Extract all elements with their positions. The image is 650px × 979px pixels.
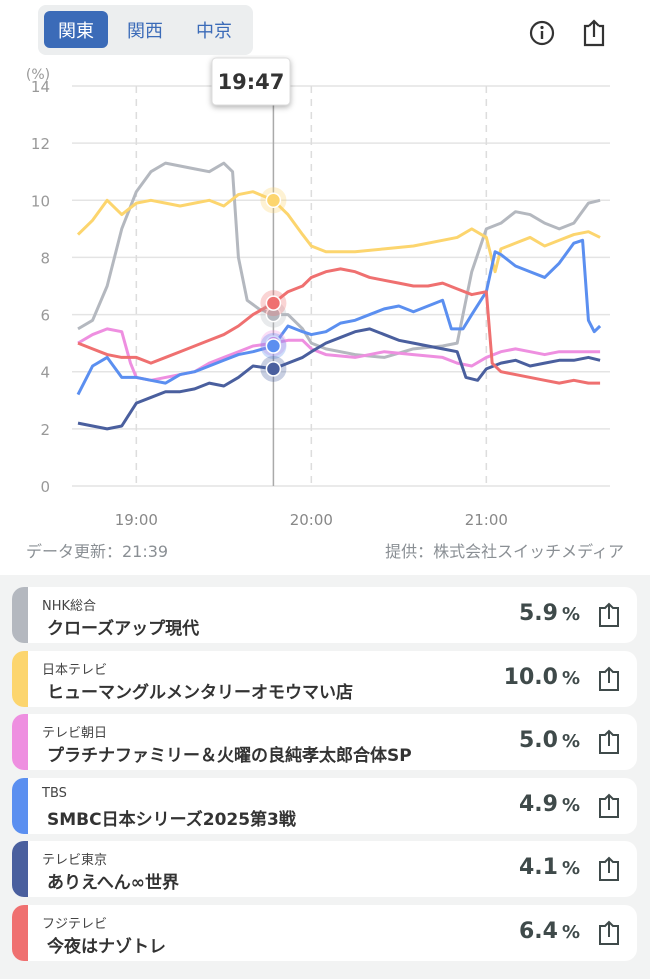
y-tick-label: 0 <box>40 478 50 496</box>
channel-name: 日本テレビ <box>42 662 108 678</box>
x-tick-label: 20:00 <box>290 511 333 529</box>
y-tick-label: 14 <box>31 78 50 96</box>
cursor-point <box>265 338 282 354</box>
rating-value: 5.0% <box>518 728 580 754</box>
channel-name: テレビ東京 <box>42 853 108 869</box>
program-title: クローズアップ現代 <box>47 619 200 639</box>
share-icon[interactable] <box>597 792 621 820</box>
tab-chukyo[interactable]: 中京 <box>196 20 232 42</box>
y-tick-label: 2 <box>40 421 50 439</box>
program-title: プラチナファミリー＆火曜の良純孝太郎合体SP <box>47 746 412 767</box>
rating-value: 10.0% <box>503 664 580 690</box>
series-line-5 <box>77 267 601 385</box>
channel-card[interactable]: テレビ東京 ありえへん∞世界 4.1% <box>12 841 637 898</box>
share-icon[interactable] <box>597 665 621 693</box>
series-line-0 <box>77 161 601 359</box>
rating-chart[interactable]: (%) 0 2 4 6 8 10 12 14 19:00 20:00 21:00 19:47 <box>0 55 650 535</box>
series-line-3 <box>76 238 602 396</box>
channel-color-bar <box>12 650 28 707</box>
program-title: ありえへん∞世界 <box>47 873 179 894</box>
share-icon[interactable] <box>597 919 621 947</box>
update-time: データ更新：21:39 <box>26 542 169 561</box>
cursor-point <box>265 361 282 377</box>
y-axis-unit: (%) <box>26 67 50 83</box>
channel-name: テレビ朝日 <box>42 726 108 742</box>
share-icon[interactable] <box>597 601 621 629</box>
program-title: SMBC日本シリーズ2025第3戦 <box>47 809 296 830</box>
series-line-4 <box>77 327 601 431</box>
series-line-1 <box>76 190 601 274</box>
y-tick-label: 10 <box>31 192 50 210</box>
y-tick-label: 4 <box>40 364 50 382</box>
rating-value: 5.9% <box>518 601 580 626</box>
channel-card[interactable]: テレビ朝日 プラチナファミリー＆火曜の良純孝太郎合体SP 5.0% <box>12 714 637 771</box>
cursor-point <box>265 192 282 209</box>
channel-card[interactable]: NHK総合 クローズアップ現代 5.9% <box>12 587 637 643</box>
x-tick-label: 19:00 <box>115 511 158 529</box>
channel-card[interactable]: 日本テレビ ヒューマングルメンタリーオモウマい店 10.0% <box>12 650 637 707</box>
rating-value: 6.4% <box>518 919 580 944</box>
channel-list: NHK総合 クローズアップ現代 5.9% 日本テレビ ヒューマングルメンタリーオ… <box>0 575 650 979</box>
tooltip-time: 19:47 <box>218 70 285 94</box>
channel-color-bar <box>12 587 28 643</box>
region-selector: 関東 関西 中京 <box>38 5 253 55</box>
channel-name: TBS <box>42 785 67 801</box>
channel-color-bar <box>12 777 28 834</box>
channel-card[interactable]: TBS SMBC日本シリーズ2025第3戦 4.9% <box>12 777 637 834</box>
x-tick-label: 21:00 <box>465 511 508 529</box>
channel-card[interactable]: フジテレビ 今夜はナゾトレ 6.4% <box>12 905 637 961</box>
y-tick-label: 12 <box>31 135 50 153</box>
channel-color-bar <box>12 714 28 771</box>
y-tick-label: 8 <box>40 249 50 267</box>
tab-kansai[interactable]: 関西 <box>127 20 163 42</box>
info-icon[interactable] <box>528 18 556 48</box>
rating-value: 4.9% <box>518 791 580 817</box>
channel-color-bar <box>12 905 28 961</box>
y-tick-label: 6 <box>40 307 50 325</box>
tooltip-box <box>211 57 291 106</box>
data-source: 提供：株式会社スイッチメディア <box>385 542 624 561</box>
share-icon[interactable] <box>580 18 608 48</box>
tab-kanto[interactable]: 関東 <box>44 11 108 48</box>
channel-color-bar <box>12 841 28 898</box>
program-title: 今夜はナゾトレ <box>47 937 166 957</box>
cursor-point <box>265 295 282 311</box>
program-title: ヒューマングルメンタリーオモウマい店 <box>47 682 353 703</box>
channel-name: フジテレビ <box>42 917 108 932</box>
share-icon[interactable] <box>597 728 621 756</box>
share-icon[interactable] <box>597 855 621 883</box>
rating-value: 4.1% <box>518 855 580 881</box>
channel-name: NHK総合 <box>42 599 97 614</box>
